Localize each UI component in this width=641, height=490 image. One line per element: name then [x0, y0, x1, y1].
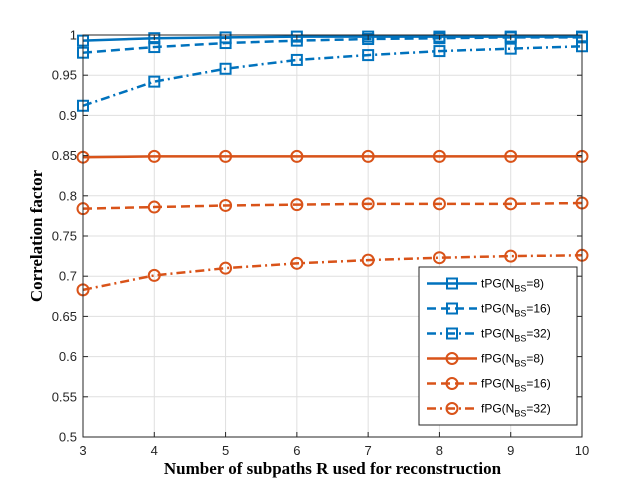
y-tick-label: 0.5 — [59, 430, 77, 445]
series-line — [82, 45, 583, 107]
x-tick-label: 5 — [222, 443, 229, 458]
data-point — [361, 149, 375, 163]
legend-label-main: fPG(N — [481, 352, 514, 366]
data-point — [432, 197, 446, 211]
x-axis-ticks: 3 4 5 6 7 8 9 10 — [79, 35, 589, 458]
legend-label-main: tPG(N — [481, 302, 514, 316]
x-tick-label: 6 — [293, 443, 300, 458]
data-point — [147, 200, 161, 214]
data-point — [504, 149, 518, 163]
data-point — [361, 197, 375, 211]
legend-label-main: tPG(N — [481, 277, 514, 291]
series-line — [82, 254, 583, 292]
data-point — [147, 149, 161, 163]
data-point — [504, 31, 517, 44]
legend-label-subscript: BS — [514, 409, 526, 419]
y-tick-label: 0.75 — [52, 229, 77, 244]
legend-label-suffix: =16) — [526, 302, 550, 316]
legend-label-suffix: =8) — [526, 352, 544, 366]
x-tick-label: 3 — [79, 443, 86, 458]
x-tick-label: 4 — [151, 443, 158, 458]
legend-marker — [445, 352, 459, 365]
data-point — [219, 261, 233, 275]
y-tick-label: 0.9 — [59, 108, 77, 123]
y-axis-ticks: 0.5 0.55 0.6 0.65 0.7 0.75 0.8 0.85 0.9 0.95 1 — [52, 28, 582, 445]
data-point — [290, 53, 303, 66]
legend-label: tPG(NBS=8) — [481, 277, 544, 294]
data-point — [361, 253, 375, 267]
legend-box — [418, 266, 578, 426]
data-point — [362, 49, 375, 62]
data-point — [504, 42, 517, 55]
data-point — [432, 149, 446, 163]
series-line — [82, 36, 582, 54]
y-tick-label: 0.65 — [52, 309, 77, 324]
y-tick-label: 0.85 — [52, 148, 77, 163]
legend: tPG(NBS=8)tPG(NBS=16)tPG(NBS=32)fPG(NBS=… — [418, 266, 578, 426]
legend-label: fPG(NBS=8) — [481, 352, 544, 369]
legend-label: fPG(NBS=16) — [481, 377, 551, 394]
legend-item: tPG(NBS=32) — [427, 327, 551, 344]
legend-marker — [446, 327, 458, 340]
data-point — [290, 149, 304, 163]
legend-label-subscript: BS — [514, 284, 526, 294]
y-tick-label: 0.8 — [59, 188, 77, 203]
series-line — [82, 155, 582, 159]
data-point — [432, 251, 446, 265]
legend-label-suffix: =32) — [526, 327, 550, 341]
legend-label: tPG(NBS=16) — [481, 302, 551, 319]
series-line — [82, 35, 582, 42]
data-point — [219, 198, 233, 212]
legend-label-subscript: BS — [514, 309, 526, 319]
y-tick-label: 0.6 — [59, 349, 77, 364]
legend-item: fPG(NBS=16) — [427, 377, 551, 394]
legend-item: tPG(NBS=8) — [427, 277, 544, 294]
legend-label-suffix: =8) — [526, 277, 544, 291]
data-point — [433, 45, 446, 58]
data-point — [219, 62, 232, 75]
legend-label-main: fPG(N — [481, 402, 514, 416]
data-point — [433, 32, 446, 45]
legend-label-suffix: =16) — [526, 377, 550, 391]
data-point — [148, 75, 161, 88]
legend-label-subscript: BS — [514, 334, 526, 344]
x-tick-label: 10 — [575, 443, 589, 458]
data-point — [219, 149, 233, 163]
data-point — [290, 256, 304, 270]
y-tick-label: 0.55 — [52, 389, 77, 404]
legend-label-main: tPG(N — [481, 327, 514, 341]
data-point — [148, 41, 161, 54]
x-tick-label: 7 — [365, 443, 372, 458]
y-tick-label: 1 — [70, 28, 77, 43]
y-axis-title: Correlation factor — [27, 169, 46, 302]
legend-item: fPG(NBS=32) — [427, 402, 551, 419]
legend-marker — [445, 402, 459, 415]
legend-label-subscript: BS — [514, 359, 526, 369]
y-tick-label: 0.7 — [59, 269, 77, 284]
x-tick-label: 9 — [507, 443, 514, 458]
legend-label-subscript: BS — [514, 384, 526, 394]
data-point — [147, 268, 161, 282]
legend-item: tPG(NBS=16) — [427, 302, 551, 319]
legend-label-suffix: =32) — [526, 402, 550, 416]
legend-marker — [445, 377, 459, 390]
legend-item: fPG(NBS=8) — [427, 352, 544, 369]
x-tick-label: 8 — [436, 443, 443, 458]
x-axis-title: Number of subpaths R used for reconstruc… — [164, 459, 502, 478]
legend-marker — [446, 277, 458, 290]
y-tick-label: 0.95 — [52, 68, 77, 83]
data-point — [504, 197, 518, 211]
data-point — [362, 33, 375, 46]
legend-label-main: fPG(N — [481, 377, 514, 391]
data-point — [504, 249, 518, 263]
data-point — [148, 32, 161, 45]
legend-label: tPG(NBS=32) — [481, 327, 551, 344]
legend-marker — [446, 302, 458, 315]
legend-label: fPG(NBS=32) — [481, 402, 551, 419]
data-point — [290, 198, 304, 212]
